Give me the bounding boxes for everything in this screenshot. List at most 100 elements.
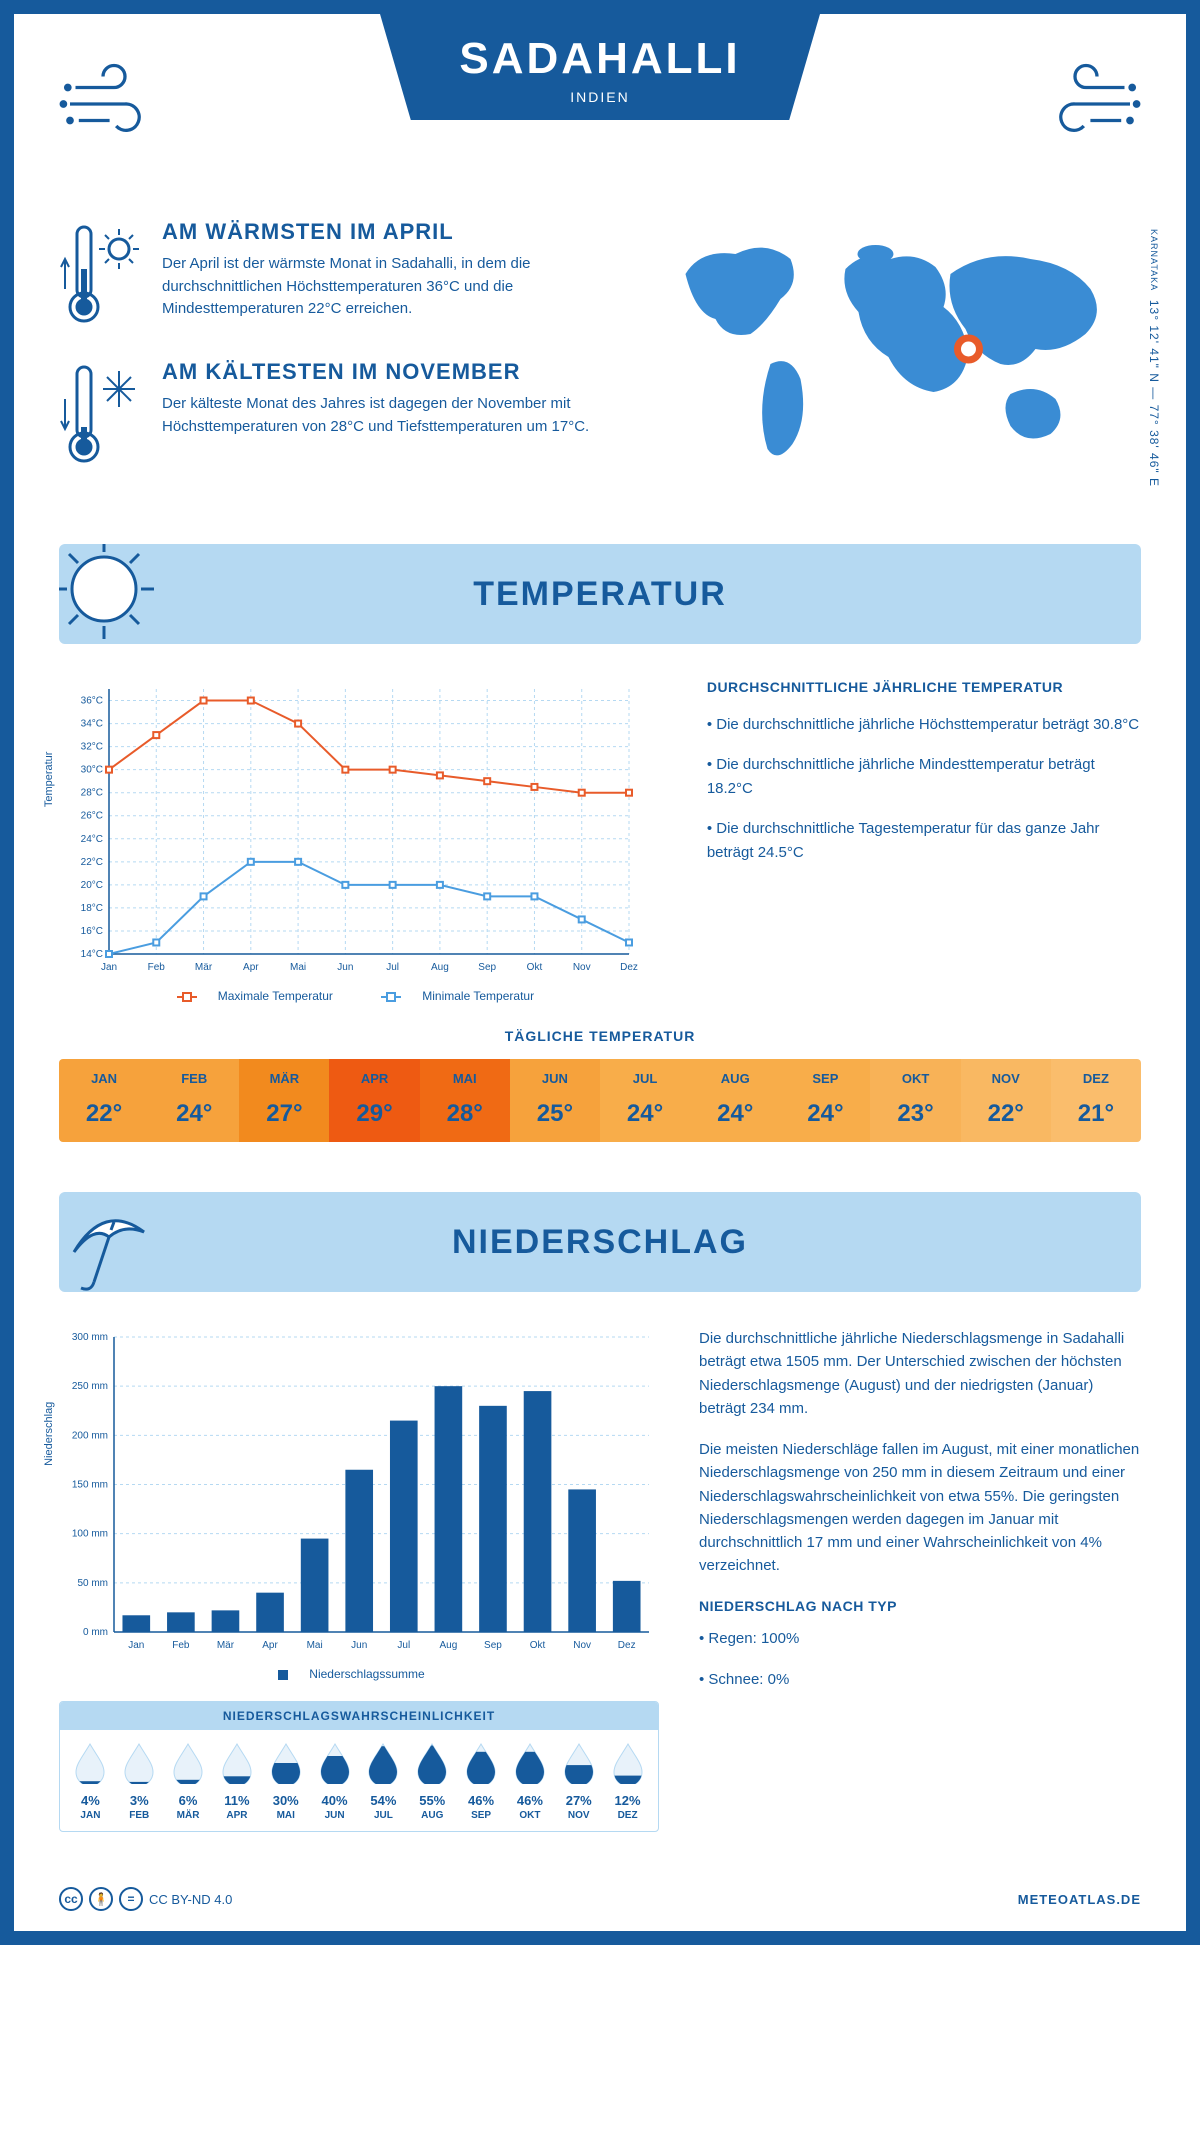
svg-text:Apr: Apr: [262, 1640, 278, 1651]
svg-text:Mai: Mai: [307, 1640, 323, 1651]
svg-text:Jan: Jan: [128, 1640, 144, 1651]
temperature-block: Temperatur 14°C16°C18°C20°C22°C24°C26°C2…: [59, 679, 1141, 1003]
svg-text:36°C: 36°C: [81, 696, 103, 707]
daily-temp-grid: JAN22°FEB24°MÄR27°APR29°MAI28°JUN25°JUL2…: [59, 1059, 1141, 1142]
nd-icon: =: [119, 1887, 143, 1911]
daily-cell: SEP24°: [780, 1059, 870, 1142]
umbrella-icon: [59, 1192, 179, 1292]
svg-text:0 mm: 0 mm: [83, 1627, 108, 1638]
thermometer-hot-icon: [59, 219, 144, 334]
by-icon: 🧍: [89, 1887, 113, 1911]
svg-text:Nov: Nov: [573, 1640, 591, 1651]
prob-cell: 46%SEP: [457, 1742, 506, 1821]
temperature-line-chart: Temperatur 14°C16°C18°C20°C22°C24°C26°C2…: [59, 679, 667, 979]
chart-legend: Niederschlagssumme: [59, 1667, 659, 1681]
svg-text:Jun: Jun: [351, 1640, 367, 1651]
daily-cell: OKT23°: [870, 1059, 960, 1142]
svg-text:Sep: Sep: [484, 1640, 502, 1651]
daily-cell: APR29°: [329, 1059, 419, 1142]
svg-text:Mär: Mär: [217, 1640, 235, 1651]
wind-icon: [1031, 49, 1141, 159]
raindrop-icon: [611, 1742, 645, 1784]
thermometer-cold-icon: [59, 359, 144, 474]
svg-text:Jun: Jun: [337, 962, 353, 973]
svg-text:18°C: 18°C: [81, 903, 103, 914]
temperature-section-header: TEMPERATUR: [59, 544, 1141, 644]
svg-text:200 mm: 200 mm: [72, 1430, 108, 1441]
wind-icon: [59, 49, 169, 159]
city-name: SADAHALLI: [440, 34, 760, 84]
daily-cell: DEZ21°: [1051, 1059, 1141, 1142]
svg-text:Apr: Apr: [243, 962, 259, 973]
daily-cell: MAI28°: [420, 1059, 510, 1142]
svg-text:16°C: 16°C: [81, 926, 103, 937]
section-title: TEMPERATUR: [59, 575, 1141, 614]
raindrop-icon: [513, 1742, 547, 1784]
svg-text:150 mm: 150 mm: [72, 1480, 108, 1491]
svg-text:250 mm: 250 mm: [72, 1381, 108, 1392]
svg-text:100 mm: 100 mm: [72, 1529, 108, 1540]
daily-cell: FEB24°: [149, 1059, 239, 1142]
section-title: NIEDERSCHLAG: [59, 1223, 1141, 1262]
prob-cell: 12%DEZ: [603, 1742, 652, 1821]
svg-text:20°C: 20°C: [81, 880, 103, 891]
daily-cell: NOV22°: [961, 1059, 1051, 1142]
warmest-body: Der April ist der wärmste Monat in Sadah…: [162, 253, 610, 321]
header: SADAHALLI INDIEN: [59, 49, 1141, 189]
svg-text:Feb: Feb: [172, 1640, 190, 1651]
raindrop-icon: [269, 1742, 303, 1784]
daily-cell: JAN22°: [59, 1059, 149, 1142]
chart-legend: Maximale Temperatur Minimale Temperatur: [59, 989, 667, 1003]
svg-text:34°C: 34°C: [81, 719, 103, 730]
svg-text:32°C: 32°C: [81, 742, 103, 753]
prob-cell: 40%JUN: [310, 1742, 359, 1821]
svg-text:14°C: 14°C: [81, 949, 103, 960]
svg-text:Nov: Nov: [573, 962, 591, 973]
svg-text:24°C: 24°C: [81, 834, 103, 845]
temperature-info: DURCHSCHNITTLICHE JÄHRLICHE TEMPERATUR •…: [707, 679, 1141, 1003]
daily-cell: JUN25°: [510, 1059, 600, 1142]
location-marker-icon: [958, 338, 980, 360]
prob-cell: 27%NOV: [554, 1742, 603, 1821]
coldest-title: AM KÄLTESTEN IM NOVEMBER: [162, 359, 610, 385]
svg-text:Aug: Aug: [439, 1640, 457, 1651]
prob-cell: 30%MAI: [261, 1742, 310, 1821]
svg-text:Mär: Mär: [195, 962, 213, 973]
license: cc 🧍 = CC BY-ND 4.0: [59, 1887, 232, 1911]
svg-text:Sep: Sep: [478, 962, 496, 973]
svg-text:22°C: 22°C: [81, 857, 103, 868]
coldest-body: Der kälteste Monat des Jahres ist dagege…: [162, 393, 610, 438]
precipitation-section-header: NIEDERSCHLAG: [59, 1192, 1141, 1292]
country-name: INDIEN: [440, 89, 760, 105]
warmest-title: AM WÄRMSTEN IM APRIL: [162, 219, 610, 245]
raindrop-icon: [318, 1742, 352, 1784]
svg-text:26°C: 26°C: [81, 811, 103, 822]
svg-text:Okt: Okt: [527, 962, 543, 973]
raindrop-icon: [73, 1742, 107, 1784]
raindrop-icon: [366, 1742, 400, 1784]
precipitation-info: Die durchschnittliche jährliche Niedersc…: [699, 1327, 1141, 1832]
coordinates: KARNATAKA 13° 12' 41" N — 77° 38' 46" E: [1147, 229, 1161, 487]
warmest-fact: AM WÄRMSTEN IM APRIL Der April ist der w…: [59, 219, 610, 334]
prob-cell: 55%AUG: [408, 1742, 457, 1821]
precipitation-block: Niederschlag 0 mm50 mm100 mm150 mm200 mm…: [59, 1327, 1141, 1832]
prob-cell: 3%FEB: [115, 1742, 164, 1821]
raindrop-icon: [464, 1742, 498, 1784]
svg-text:Dez: Dez: [618, 1640, 636, 1651]
cc-icon: cc: [59, 1887, 83, 1911]
svg-text:Feb: Feb: [148, 962, 166, 973]
precipitation-bar-chart: Niederschlag 0 mm50 mm100 mm150 mm200 mm…: [59, 1327, 659, 1657]
svg-text:50 mm: 50 mm: [77, 1578, 108, 1589]
raindrop-icon: [122, 1742, 156, 1784]
svg-text:Jul: Jul: [397, 1640, 410, 1651]
prob-cell: 4%JAN: [66, 1742, 115, 1821]
infographic-frame: SADAHALLI INDIEN AM WÄRMSTEN IM APRIL De…: [0, 0, 1200, 1945]
prob-cell: 46%OKT: [505, 1742, 554, 1821]
svg-text:Aug: Aug: [431, 962, 449, 973]
raindrop-icon: [171, 1742, 205, 1784]
sun-icon: [59, 544, 179, 644]
coldest-fact: AM KÄLTESTEN IM NOVEMBER Der kälteste Mo…: [59, 359, 610, 474]
svg-text:Dez: Dez: [620, 962, 638, 973]
prob-cell: 11%APR: [212, 1742, 261, 1821]
prob-cell: 6%MÄR: [164, 1742, 213, 1821]
